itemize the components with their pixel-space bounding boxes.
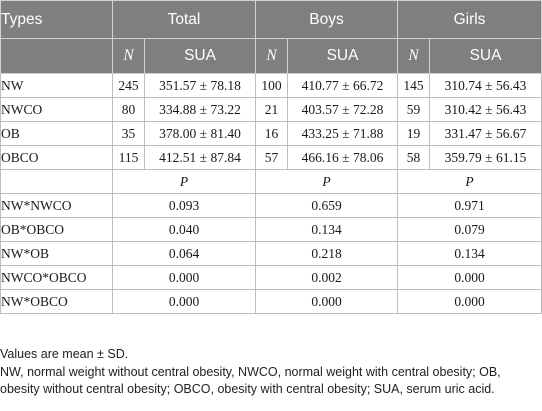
comparison-row: NW*OB 0.064 0.218 0.134 <box>0 241 542 266</box>
girls-sua-cell: 359.79 ± 61.15 <box>428 145 542 170</box>
p-boys-cell: 0.002 <box>255 265 398 290</box>
header-blank <box>0 38 113 74</box>
table-row: OB 35 378.00 ± 81.40 16 433.25 ± 71.88 1… <box>0 121 542 146</box>
comparison-label: NW*OB <box>0 241 113 266</box>
p-girls-cell: 0.079 <box>396 217 542 242</box>
header-total: Total <box>112 0 256 39</box>
row-type: OBCO <box>0 145 113 170</box>
p-boys-cell: 0.134 <box>255 217 398 242</box>
p-boys-cell: 0.000 <box>255 289 398 314</box>
p-header-boys: P <box>255 169 398 194</box>
p-girls-cell: 0.134 <box>396 241 542 266</box>
p-total-cell: 0.040 <box>112 217 256 242</box>
header-girls-n: N <box>397 38 430 74</box>
total-n-cell: 245 <box>112 73 145 98</box>
girls-sua-cell: 310.74 ± 56.43 <box>428 73 542 98</box>
comparison-row: OB*OBCO 0.040 0.134 0.079 <box>0 217 542 242</box>
comparison-label: NW*NWCO <box>0 193 113 218</box>
boys-sua-cell: 433.25 ± 71.88 <box>287 121 398 146</box>
p-boys-cell: 0.218 <box>255 241 398 266</box>
row-type: OB <box>0 121 113 146</box>
total-n-cell: 80 <box>112 97 145 122</box>
comparison-label: NW*OBCO <box>0 289 113 314</box>
total-n-cell: 35 <box>112 121 145 146</box>
total-n-cell: 115 <box>112 145 145 170</box>
total-sua-cell: 351.57 ± 78.18 <box>144 73 256 98</box>
boys-sua-cell: 466.16 ± 78.06 <box>287 145 398 170</box>
footnote-abbreviations: NW, normal weight without central obesit… <box>0 365 501 396</box>
p-header-girls: P <box>396 169 542 194</box>
header-row-columns: N SUA N SUA N SUA <box>0 38 542 74</box>
row-type: NW <box>0 73 113 98</box>
header-girls: Girls <box>396 0 542 39</box>
girls-n-cell: 58 <box>397 145 430 170</box>
header-girls-sua: SUA <box>428 38 542 74</box>
header-boys-sua: SUA <box>287 38 398 74</box>
header-types: Types <box>0 0 113 39</box>
sua-table: Types Total Boys Girls N SUA N SUA N SUA… <box>0 0 542 314</box>
boys-sua-cell: 410.77 ± 66.72 <box>287 73 398 98</box>
total-sua-cell: 378.00 ± 81.40 <box>144 121 256 146</box>
comparison-row: NWCO*OBCO 0.000 0.002 0.000 <box>0 265 542 290</box>
p-header-blank <box>0 169 113 194</box>
row-type: NWCO <box>0 97 113 122</box>
total-sua-cell: 412.51 ± 87.84 <box>144 145 256 170</box>
table-row: NWCO 80 334.88 ± 73.22 21 403.57 ± 72.28… <box>0 97 542 122</box>
p-total-cell: 0.064 <box>112 241 256 266</box>
comparison-row: NW*NWCO 0.093 0.659 0.971 <box>0 193 542 218</box>
girls-n-cell: 19 <box>397 121 430 146</box>
p-total-cell: 0.093 <box>112 193 256 218</box>
p-total-cell: 0.000 <box>112 289 256 314</box>
boys-n-cell: 16 <box>255 121 288 146</box>
header-total-n: N <box>112 38 145 74</box>
header-boys-n: N <box>255 38 288 74</box>
boys-sua-cell: 403.57 ± 72.28 <box>287 97 398 122</box>
boys-n-cell: 57 <box>255 145 288 170</box>
comparison-label: NWCO*OBCO <box>0 265 113 290</box>
p-header-row: P P P <box>0 169 542 194</box>
boys-n-cell: 100 <box>255 73 288 98</box>
girls-sua-cell: 331.47 ± 56.67 <box>428 121 542 146</box>
p-total-cell: 0.000 <box>112 265 256 290</box>
girls-sua-cell: 310.42 ± 56.43 <box>428 97 542 122</box>
header-total-sua: SUA <box>144 38 256 74</box>
p-girls-cell: 0.000 <box>396 289 542 314</box>
p-boys-cell: 0.659 <box>255 193 398 218</box>
p-header-total: P <box>112 169 256 194</box>
girls-n-cell: 59 <box>397 97 430 122</box>
header-row-groups: Types Total Boys Girls <box>0 0 542 39</box>
comparison-row: NW*OBCO 0.000 0.000 0.000 <box>0 289 542 314</box>
table-footnotes: Values are mean ± SD. NW, normal weight … <box>0 346 541 398</box>
comparison-label: OB*OBCO <box>0 217 113 242</box>
p-girls-cell: 0.971 <box>396 193 542 218</box>
table-container: Types Total Boys Girls N SUA N SUA N SUA… <box>0 0 542 314</box>
header-boys: Boys <box>255 0 398 39</box>
footnote-values: Values are mean ± SD. <box>0 347 129 361</box>
boys-n-cell: 21 <box>255 97 288 122</box>
table-row: OBCO 115 412.51 ± 87.84 57 466.16 ± 78.0… <box>0 145 542 170</box>
girls-n-cell: 145 <box>397 73 430 98</box>
table-row: NW 245 351.57 ± 78.18 100 410.77 ± 66.72… <box>0 73 542 98</box>
p-girls-cell: 0.000 <box>396 265 542 290</box>
total-sua-cell: 334.88 ± 73.22 <box>144 97 256 122</box>
